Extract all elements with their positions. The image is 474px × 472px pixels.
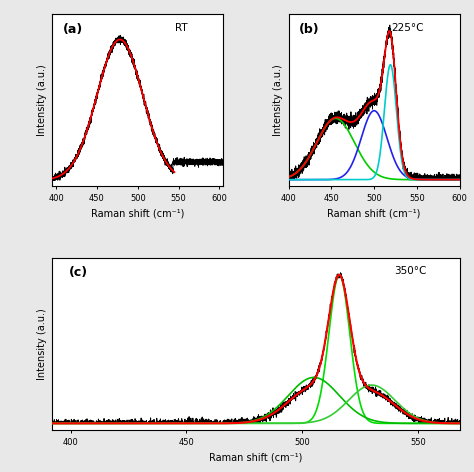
X-axis label: Raman shift (cm⁻¹): Raman shift (cm⁻¹) [328,209,421,219]
Text: 350°C: 350°C [394,267,427,277]
Text: (c): (c) [68,267,88,279]
X-axis label: Raman shift (cm⁻¹): Raman shift (cm⁻¹) [91,209,184,219]
Text: 225°C: 225°C [391,23,424,33]
Text: RT: RT [175,23,188,33]
Y-axis label: Intensity (a.u.): Intensity (a.u.) [36,308,46,379]
X-axis label: Raman shift (cm⁻¹): Raman shift (cm⁻¹) [210,452,302,463]
Y-axis label: Intensity (a.u.): Intensity (a.u.) [36,64,46,136]
Y-axis label: Intensity (a.u.): Intensity (a.u.) [273,64,283,136]
Text: (b): (b) [299,23,319,36]
Text: (a): (a) [63,23,82,36]
